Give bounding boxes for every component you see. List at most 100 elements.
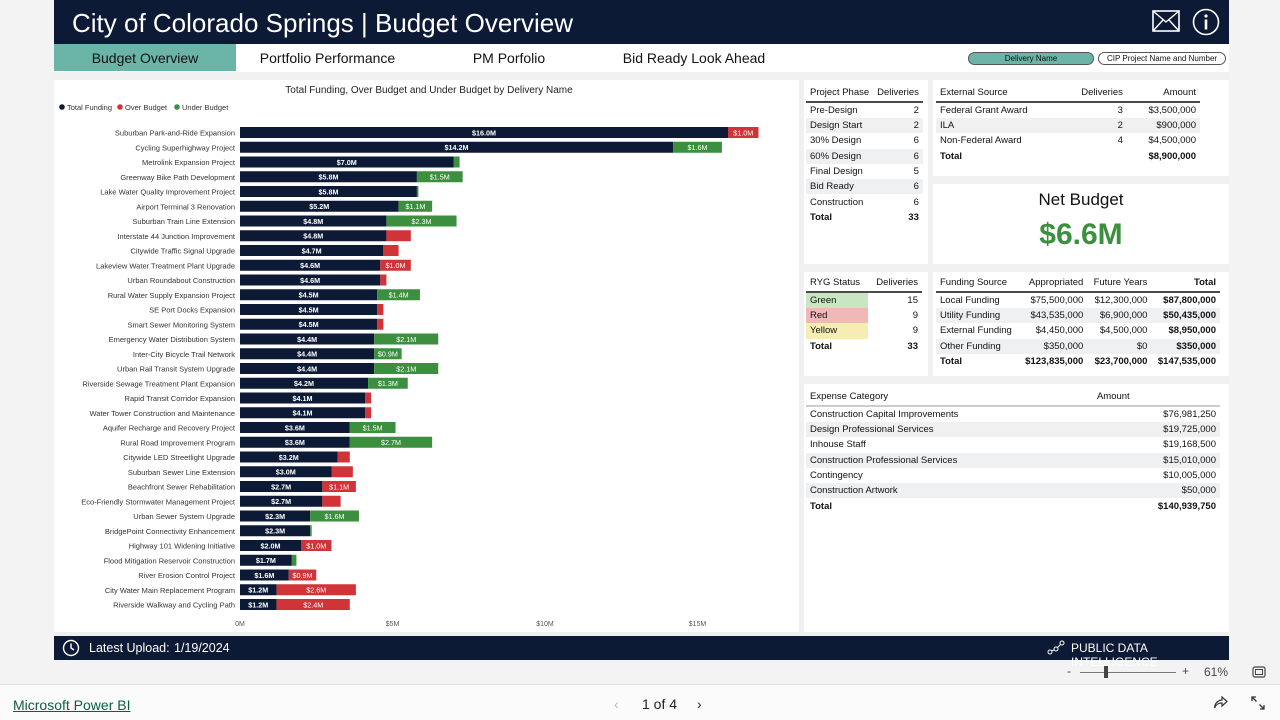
col-appropriated[interactable]: Appropriated [1018, 274, 1088, 293]
zoom-slider-thumb[interactable] [1104, 666, 1108, 678]
col-future-years[interactable]: Future Years [1087, 274, 1152, 293]
prev-page-icon[interactable]: ‹ [614, 696, 619, 712]
next-page-icon[interactable]: › [697, 696, 702, 712]
legend-marker [59, 104, 65, 110]
source-total-count [1062, 149, 1127, 164]
legend-marker [174, 104, 180, 110]
under-data-label: $1.1M [405, 202, 425, 211]
tab-bid-ready-look-ahead[interactable]: Bid Ready Look Ahead [622, 50, 766, 66]
funding-future: $12,300,000 [1094, 295, 1148, 306]
total-data-label: $1.6M [254, 571, 274, 580]
zoom-in-button[interactable]: + [1182, 664, 1190, 678]
over-budget-bar [728, 127, 759, 138]
category-label: Cycling Superhighway Project [135, 143, 236, 152]
total-funding-bar [240, 215, 387, 227]
tab-pm-porfolio[interactable]: PM Porfolio [472, 50, 546, 66]
mail-icon[interactable] [1152, 10, 1180, 32]
col-amount[interactable]: Amount [1096, 388, 1220, 407]
fit-page-icon[interactable] [1252, 665, 1266, 679]
expense-amount: $76,981,250 [1163, 409, 1216, 420]
total-funding-bar [240, 554, 292, 566]
category-label: Citywide LED Streetlight Upgrade [123, 453, 235, 462]
total-funding-bar [240, 407, 366, 419]
divider [928, 80, 933, 378]
col-amount[interactable]: Amount [1126, 84, 1200, 103]
funding-appropriated: $43,535,000 [1018, 308, 1088, 324]
cip-project-slicer[interactable]: CIP Project Name and Number [1098, 52, 1226, 65]
phase-count: 6 [873, 179, 923, 195]
category-label: Suburban Sewer Line Extension [128, 468, 235, 477]
delivery-name-slicer[interactable]: Delivery Name [968, 52, 1094, 65]
tab-portfolio-performance[interactable]: Portfolio Performance [259, 50, 396, 66]
funding-label: Local Funding [940, 295, 1000, 306]
total-funding-bar [240, 525, 311, 537]
over-data-label: $1.0M [306, 541, 326, 550]
category-label: BridgePoint Connectivity Enhancement [105, 527, 236, 536]
col-external-source[interactable]: External Source [936, 84, 1062, 103]
col-funding-source[interactable]: Funding Source [936, 274, 1019, 293]
total-data-label: $3.0M [276, 468, 296, 477]
share-icon[interactable] [1213, 696, 1228, 710]
power-bi-link[interactable]: Microsoft Power BI [13, 697, 131, 713]
col-ryg-status[interactable]: RYG Status [806, 274, 869, 293]
category-label: Suburban Park-and-Ride Expansion [115, 129, 235, 138]
over-data-label: $0.9M [293, 571, 313, 580]
total-data-label: $1.2M [248, 586, 268, 595]
funding-bar-chart: Total Funding, Over Budget and Under Bud… [54, 80, 799, 632]
total-data-label: $5.8M [318, 187, 338, 196]
col-deliveries[interactable]: Deliveries [873, 84, 923, 103]
expense-category-table: Expense Category Amount Construction Capi… [806, 388, 1220, 514]
info-icon[interactable] [1192, 8, 1220, 36]
chart-svg: Total Funding, Over Budget and Under Bud… [59, 85, 759, 628]
total-data-label: $4.1M [293, 394, 313, 403]
total-funding-bar [240, 495, 323, 507]
over-data-label: $1.0M [733, 128, 753, 137]
category-label: River Erosion Control Project [138, 571, 236, 580]
fullscreen-icon[interactable] [1251, 696, 1265, 710]
under-budget-bar [291, 554, 297, 566]
tab-budget-overview[interactable]: Budget Overview [54, 44, 236, 71]
phase-label: Bid Ready [806, 179, 874, 195]
category-label: Citywide Traffic Signal Upgrade [131, 247, 236, 256]
under-data-label: $1.6M [688, 143, 708, 152]
phase-total-label: Total [810, 211, 832, 223]
col-project-phase[interactable]: Project Phase [806, 84, 874, 103]
funding-future: $0 [1087, 338, 1152, 354]
total-data-label: $16.0M [472, 128, 496, 137]
total-data-label: $14.2M [445, 143, 469, 152]
under-budget-bar [416, 171, 463, 183]
over-budget-bar [322, 495, 341, 507]
total-data-label: $4.2M [294, 379, 314, 388]
net-budget-value: $6.6M [1039, 218, 1123, 251]
total-data-label: $4.8M [303, 232, 323, 241]
col-total[interactable]: Total [1151, 274, 1220, 293]
total-funding-bar [240, 200, 399, 212]
total-data-label: $4.1M [293, 409, 313, 418]
total-funding-bar [240, 540, 301, 551]
phase-label: 30% Design [810, 135, 862, 147]
under-data-label: $1.6M [325, 512, 345, 521]
category-label: Highway 101 Widening Initiative [129, 542, 235, 551]
zoom-out-button[interactable]: - [1067, 664, 1071, 678]
under-budget-bar [416, 186, 419, 197]
funding-total: $8,950,000 [1168, 325, 1216, 337]
total-funding-bar [240, 245, 384, 256]
over-data-label: $1.1M [329, 482, 349, 491]
funding-label: External Funding [940, 325, 1012, 337]
x-tick-label: $10M [536, 621, 554, 628]
under-data-label: $2.1M [396, 364, 416, 373]
zoom-slider-track[interactable] [1080, 672, 1176, 673]
under-budget-bar [349, 436, 433, 448]
total-data-label: $1.2M [248, 600, 268, 609]
total-data-label: $4.5M [299, 305, 319, 314]
over-budget-bar [365, 407, 372, 419]
x-tick-label: $15M [689, 621, 707, 628]
category-label: Suburban Train Line Extension [132, 217, 235, 226]
total-data-label: $4.4M [297, 364, 317, 373]
col-deliveries[interactable]: Deliveries [1061, 84, 1127, 103]
category-label: Emergency Water Distribution System [109, 335, 235, 344]
col-deliveries[interactable]: Deliveries [868, 274, 922, 293]
col-expense-category[interactable]: Expense Category [806, 388, 1097, 407]
funding-label: Other Funding [936, 338, 1019, 354]
category-label: Urban Roundabout Construction [127, 276, 235, 285]
